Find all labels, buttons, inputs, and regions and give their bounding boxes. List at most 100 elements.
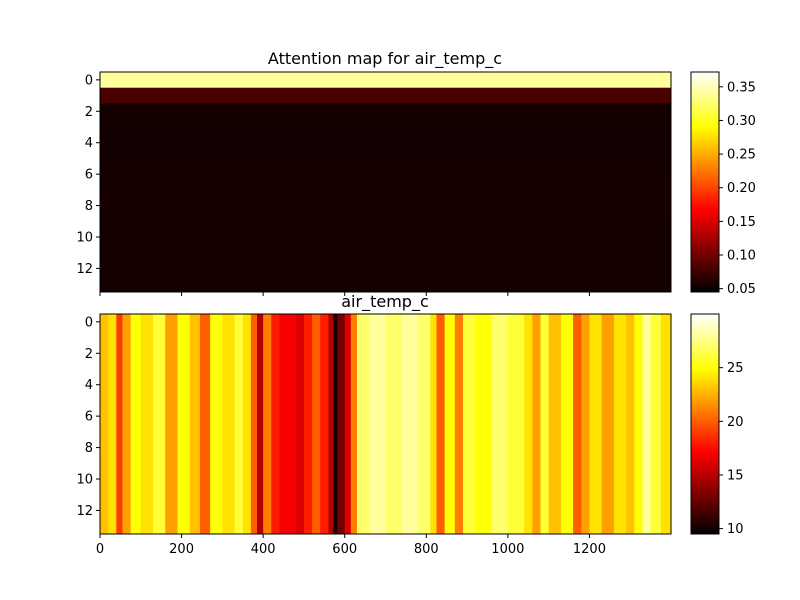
colorbar-tick-label: 0.10 xyxy=(727,248,756,263)
heatmap-column xyxy=(444,314,456,534)
heatmap-column xyxy=(356,314,370,534)
heatmap-row xyxy=(100,229,671,246)
heatmap-column xyxy=(242,314,252,534)
colorbar-tick-label: 0.30 xyxy=(727,114,756,129)
heatmap-row xyxy=(100,103,671,120)
x-tick-label: 400 xyxy=(251,542,276,557)
heatmap-column xyxy=(532,314,541,534)
heatmap-column xyxy=(462,314,476,534)
heatmap-row xyxy=(100,276,671,293)
heatmap-column xyxy=(475,314,493,534)
y-tick-label: 4 xyxy=(85,378,93,393)
heatmap-column xyxy=(279,314,289,534)
heatmap-column xyxy=(601,314,615,534)
heatmap-column xyxy=(589,314,603,534)
heatmap-row xyxy=(100,119,671,136)
heatmap-column xyxy=(548,314,562,534)
heatmap-column xyxy=(328,314,334,534)
heatmap-row xyxy=(100,260,671,277)
air-temp-plot-frame xyxy=(99,313,672,535)
heatmap-column xyxy=(337,314,346,534)
heatmap-column xyxy=(436,314,446,534)
heatmap-column xyxy=(454,314,464,534)
heatmap-column xyxy=(153,314,166,534)
heatmap-column xyxy=(418,314,431,534)
attention-map-panel: Attention map for air_temp_c 0 2 4 6 8 10 12 xyxy=(76,49,672,296)
y-tick-label: 8 xyxy=(85,441,93,456)
attention-x-axis xyxy=(99,292,590,296)
colorbar-tick-label: 0.20 xyxy=(727,181,756,196)
attention-colorbar: 0.05 0.10 0.15 0.20 0.25 0.30 0.35 xyxy=(690,71,756,297)
heatmap-column xyxy=(234,314,244,534)
heatmap-column xyxy=(295,314,305,534)
colorbar-tick-label: 0.35 xyxy=(727,80,756,95)
air-temp-colorbar-ticks: 10 15 20 25 xyxy=(719,361,744,537)
heatmap-column xyxy=(320,314,329,534)
heatmap-column xyxy=(344,314,352,534)
heatmap-column xyxy=(560,314,574,534)
y-tick-label: 10 xyxy=(76,231,93,246)
heatmap-row xyxy=(100,150,671,167)
y-tick-label: 10 xyxy=(76,473,93,488)
air-temp-colorbar-gradient xyxy=(690,313,720,535)
attention-plot-frame xyxy=(99,71,672,293)
heatmap-row xyxy=(100,244,671,262)
attention-colorbar-gradient xyxy=(690,71,720,293)
heatmap-column xyxy=(660,314,672,534)
y-tick-label: 12 xyxy=(76,262,93,277)
heatmap-column xyxy=(581,314,590,534)
heatmap-column xyxy=(507,314,525,534)
heatmap-column xyxy=(540,314,550,534)
heatmap-column xyxy=(430,314,437,534)
attention-heatmap xyxy=(100,72,671,293)
y-tick-label: 6 xyxy=(85,410,93,425)
heatmap-column xyxy=(491,314,509,534)
attention-map-title: Attention map for air_temp_c xyxy=(268,49,502,69)
heatmap-column xyxy=(271,314,280,534)
air-temp-x-axis: 0 200 400 600 800 1000 1200 xyxy=(96,534,606,557)
heatmap-column xyxy=(626,314,635,534)
air-temp-colorbar: 10 15 20 25 xyxy=(690,313,744,537)
air-temp-y-axis: 0 2 4 6 8 10 12 xyxy=(76,315,100,519)
heatmap-row xyxy=(100,166,671,183)
heatmap-column xyxy=(287,314,297,534)
heatmap-column xyxy=(401,314,419,534)
heatmap-column xyxy=(303,314,313,534)
y-tick-label: 2 xyxy=(85,105,93,120)
x-tick-label: 1200 xyxy=(573,542,606,557)
heatmap-column xyxy=(350,314,358,534)
heatmap-column xyxy=(524,314,533,534)
heatmap-column xyxy=(199,314,211,534)
y-tick-label: 0 xyxy=(85,315,93,330)
attention-y-axis: 0 2 4 6 8 10 12 xyxy=(76,73,100,277)
heatmap-column xyxy=(189,314,201,534)
y-tick-label: 8 xyxy=(85,199,93,214)
heatmap-column xyxy=(250,314,258,534)
heatmap-row xyxy=(100,213,671,230)
x-tick-label: 600 xyxy=(332,542,357,557)
heatmap-column xyxy=(333,314,338,534)
colorbar-tick-label: 25 xyxy=(727,361,744,376)
heatmap-column xyxy=(263,314,272,534)
heatmap-column xyxy=(369,314,386,534)
heatmap-row xyxy=(100,197,671,214)
x-tick-label: 0 xyxy=(96,542,104,557)
heatmap-row xyxy=(100,87,671,104)
heatmap-column xyxy=(634,314,643,534)
colorbar-tick-label: 15 xyxy=(727,468,744,483)
air-temp-panel: air_temp_c 0 2 4 6 8 10 12 0 200 400 600 800 1000 12… xyxy=(76,292,672,557)
y-tick-label: 12 xyxy=(76,504,93,519)
air-temp-heatmap xyxy=(100,314,672,534)
heatmap-column xyxy=(222,314,236,534)
x-tick-label: 1000 xyxy=(491,542,524,557)
heatmap-column xyxy=(210,314,223,534)
heatmap-column xyxy=(140,314,154,534)
heatmap-column xyxy=(650,314,662,534)
heatmap-row xyxy=(100,134,671,152)
colorbar-tick-label: 20 xyxy=(727,415,744,430)
heatmap-column xyxy=(642,314,652,534)
heatmap-column xyxy=(130,314,142,534)
air-temp-title: air_temp_c xyxy=(341,292,428,312)
colorbar-tick-label: 0.15 xyxy=(727,215,756,230)
heatmap-column xyxy=(100,314,109,534)
